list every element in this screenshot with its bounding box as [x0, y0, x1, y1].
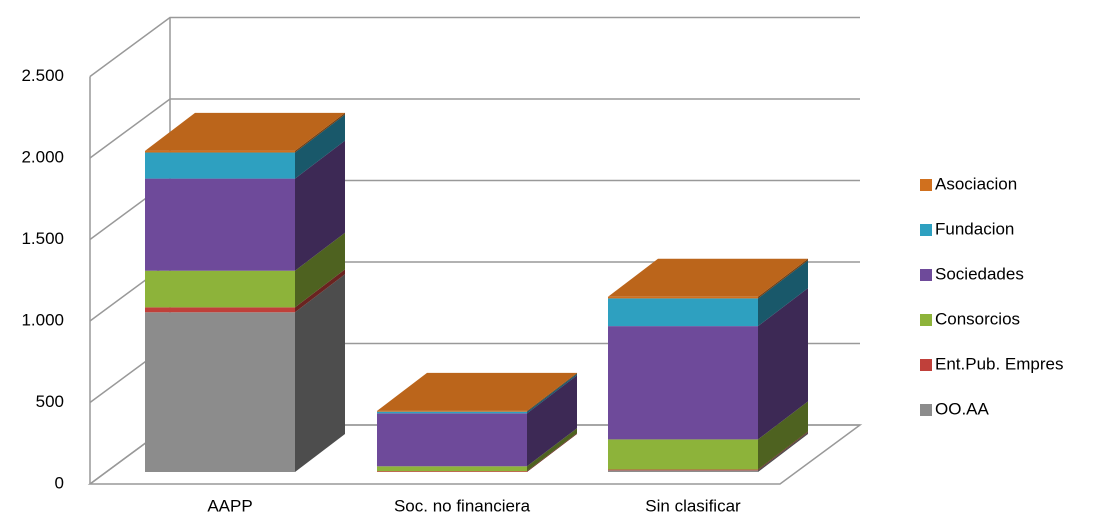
legend-label: Fundacion	[935, 219, 1014, 238]
bar-top	[377, 372, 577, 411]
bar-segment	[608, 469, 758, 471]
bar-segment	[145, 307, 295, 313]
legend-label: Sociedades	[935, 264, 1024, 283]
legend-swatch	[920, 359, 932, 371]
legend-swatch	[920, 404, 932, 416]
bar-segment	[377, 471, 527, 472]
bar-segment	[145, 178, 295, 271]
y-tick-label: 2.000	[21, 147, 64, 166]
y-tick-label: 1.500	[21, 229, 64, 248]
bar-side	[527, 428, 577, 472]
x-tick-label: Soc. no financiera	[394, 496, 531, 515]
y-tick-label: 1.000	[21, 310, 64, 329]
bar-segment	[145, 270, 295, 308]
bar-side	[295, 140, 345, 271]
bar-side	[758, 258, 808, 299]
bar-segment	[608, 296, 758, 299]
bar-side	[295, 232, 345, 308]
bar-side	[758, 432, 808, 472]
y-tick-label: 500	[36, 392, 64, 411]
legend-label: OO.AA	[935, 399, 990, 418]
bar-segment	[608, 470, 758, 472]
y-tick-label: 2.500	[21, 66, 64, 85]
legend-label: Asociacion	[935, 174, 1017, 193]
bar-segment	[377, 413, 527, 467]
bar-side	[758, 260, 808, 327]
legend-label: Consorcios	[935, 309, 1020, 328]
bar-top	[608, 258, 808, 297]
grid-line	[89, 16, 860, 78]
bar-side	[295, 274, 345, 472]
bar-segment	[377, 410, 527, 412]
bar-top	[145, 112, 345, 151]
bar-segment	[608, 439, 758, 470]
x-tick-label: AAPP	[207, 496, 252, 515]
bar-segment	[608, 298, 758, 327]
y-tick-label: 0	[55, 473, 64, 492]
bar-side	[758, 401, 808, 470]
bar-side	[527, 375, 577, 467]
legend-swatch	[920, 314, 932, 326]
bar-side	[527, 372, 577, 412]
bar-side	[527, 373, 577, 414]
legend-label: Ent.Pub. Empres	[935, 354, 1064, 373]
legend-swatch	[920, 269, 932, 281]
bar-segment	[377, 466, 527, 472]
bar-segment	[608, 326, 758, 440]
bar-segment	[377, 411, 527, 414]
bar-side	[758, 288, 808, 440]
bar-side	[295, 114, 345, 179]
bar-segment	[145, 152, 295, 179]
bar-side	[295, 269, 345, 313]
bar-side	[295, 112, 345, 153]
legend-swatch	[920, 179, 932, 191]
x-tick-label: Sin clasificar	[645, 496, 741, 515]
bar-segment	[145, 150, 295, 153]
legend-swatch	[920, 224, 932, 236]
bar-side	[527, 433, 577, 472]
bar-segment	[145, 312, 295, 472]
bar-side	[758, 431, 808, 471]
